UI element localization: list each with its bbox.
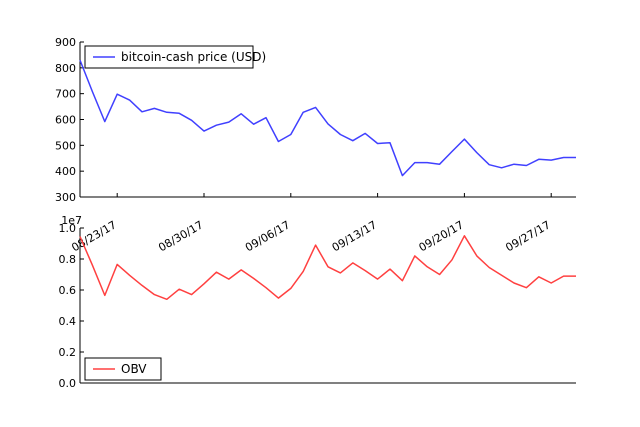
y-tick-label: 400 — [55, 165, 76, 178]
x-tick-label: 09/13/17 — [330, 218, 379, 254]
y-tick-label: 600 — [55, 114, 76, 127]
y-tick-label: 0.8 — [59, 253, 77, 266]
y-tick-label: 0.2 — [59, 346, 77, 359]
series-line — [79, 235, 576, 301]
legend-box — [84, 45, 254, 69]
x-tick-label: 09/20/17 — [417, 218, 466, 254]
x-tick-label: 08/30/17 — [156, 218, 205, 254]
series-line — [79, 59, 576, 177]
y-tick-label: 500 — [55, 139, 76, 152]
y-tick-label: 700 — [55, 88, 76, 101]
y-tick-label: 1.0 — [59, 222, 77, 235]
x-tick-label: 09/27/17 — [503, 218, 552, 254]
y-tick-label: 300 — [55, 191, 76, 204]
x-tick-label: 09/06/17 — [243, 218, 292, 254]
legend: OBV — [84, 357, 162, 381]
legend-label: bitcoin-cash price (USD) — [121, 50, 266, 64]
y-tick-label: 0.6 — [59, 284, 77, 297]
y-tick-label: 0.4 — [59, 315, 77, 328]
y-tick-label: 800 — [55, 62, 76, 75]
legend-label: OBV — [121, 362, 147, 376]
legend-box — [84, 357, 162, 381]
y-offset-label: 1e7 — [61, 214, 82, 227]
y-tick-label: 900 — [55, 36, 76, 49]
y-tick-label: 0.0 — [59, 377, 77, 390]
legend: bitcoin-cash price (USD) — [84, 45, 266, 69]
